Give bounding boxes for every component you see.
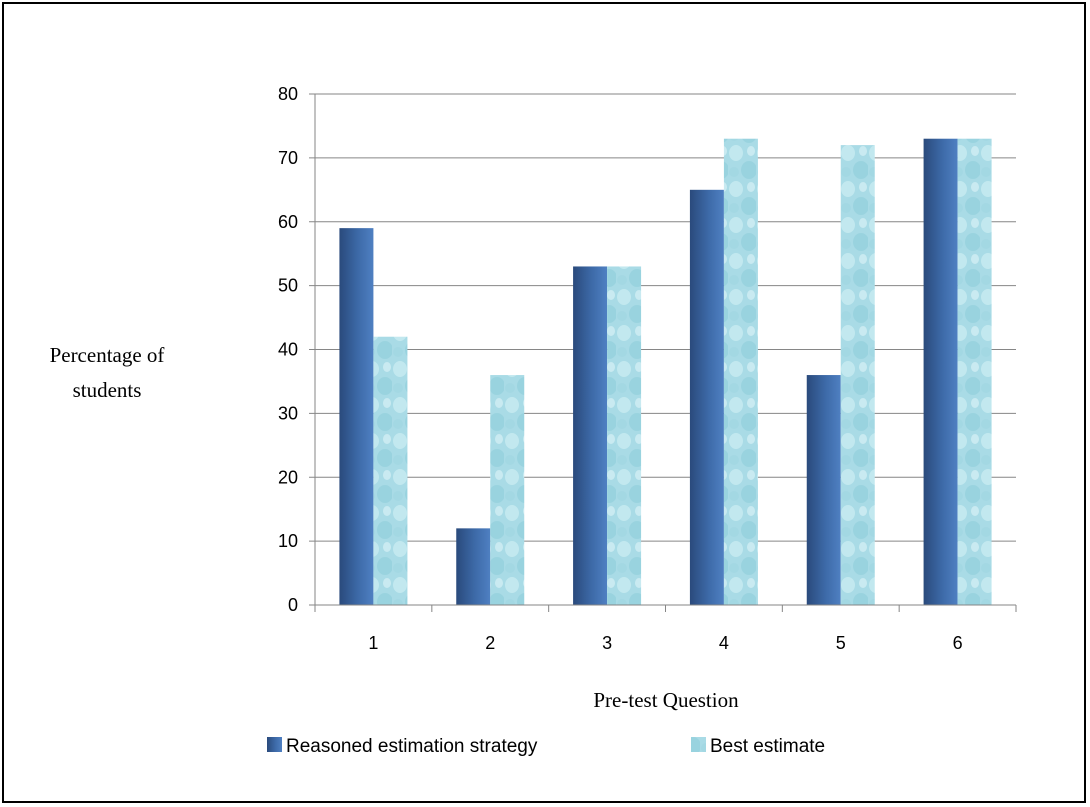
bar-reasoned-estimation (689, 189, 724, 605)
y-tick-label: 80 (278, 84, 298, 104)
bar-best-estimate (723, 138, 758, 605)
x-tick-label: 6 (953, 633, 963, 653)
legend-swatch-reasoned (267, 737, 282, 752)
bar-best-estimate (607, 266, 642, 605)
bar-reasoned-estimation (806, 375, 841, 605)
bar-reasoned-estimation (339, 228, 374, 605)
y-axis-ticks: 0 10 20 30 40 50 60 70 80 (278, 84, 315, 615)
x-axis-ticks: 1 2 3 4 5 6 (314, 605, 1017, 653)
bar-reasoned-estimation (456, 528, 491, 605)
bar-best-estimate (957, 138, 992, 605)
y-tick-label: 40 (278, 340, 298, 360)
x-tick-label: 4 (719, 633, 729, 653)
x-tick-label: 5 (836, 633, 846, 653)
y-axis-label-line-2: students (73, 378, 142, 402)
gridlines (315, 93, 1016, 542)
y-tick-label: 70 (278, 148, 298, 168)
legend: Reasoned estimation strategy Best estima… (267, 736, 825, 757)
y-tick-label: 20 (278, 467, 298, 487)
y-axis-label-line-1: Percentage of (50, 343, 165, 367)
bar-best-estimate (840, 145, 875, 605)
bar-best-estimate (490, 375, 525, 605)
x-tick-label: 1 (368, 633, 378, 653)
bars (339, 138, 992, 605)
x-axis-label: Pre-test Question (593, 688, 739, 712)
y-tick-label: 0 (288, 595, 298, 615)
legend-swatch-best (691, 737, 706, 752)
legend-label-reasoned: Reasoned estimation strategy (286, 736, 538, 757)
y-tick-label: 50 (278, 276, 298, 296)
y-tick-label: 10 (278, 531, 298, 551)
y-tick-label: 30 (278, 403, 298, 423)
y-tick-label: 60 (278, 212, 298, 232)
bar-reasoned-estimation (573, 266, 608, 605)
x-tick-label: 2 (485, 633, 495, 653)
bar-best-estimate (373, 336, 408, 605)
bar-reasoned-estimation (923, 138, 958, 605)
legend-label-best: Best estimate (710, 736, 825, 757)
x-tick-label: 3 (602, 633, 612, 653)
